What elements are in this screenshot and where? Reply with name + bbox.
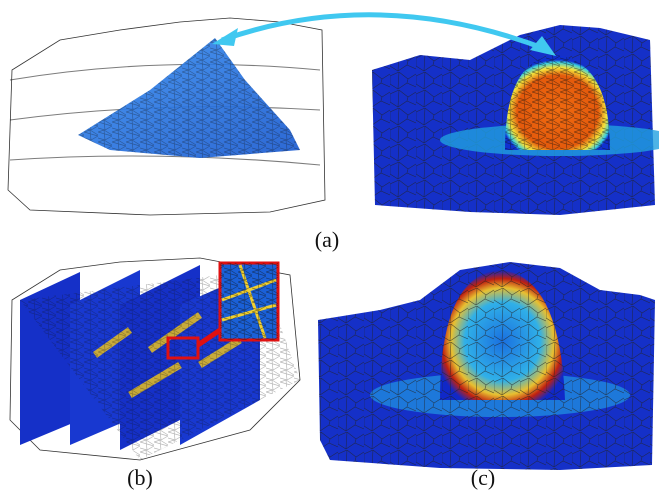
arrow-head-left xyxy=(212,28,238,46)
panel-c xyxy=(318,262,655,470)
panel-a-right xyxy=(372,25,659,215)
page: {"panels": {"a": {"label": "(a)"}, "b": … xyxy=(0,0,659,498)
section-mesh xyxy=(318,262,655,470)
blob-mesh xyxy=(78,38,300,158)
panel-a-left xyxy=(8,18,325,215)
inset-mesh xyxy=(220,263,278,340)
caption-b: (b) xyxy=(127,465,153,490)
arrow-curve xyxy=(222,15,548,50)
figure: (a) (b) (c) xyxy=(0,0,659,498)
caption-a: (a) xyxy=(315,227,339,252)
panel-b xyxy=(10,258,300,460)
caption-c: (c) xyxy=(471,465,495,490)
